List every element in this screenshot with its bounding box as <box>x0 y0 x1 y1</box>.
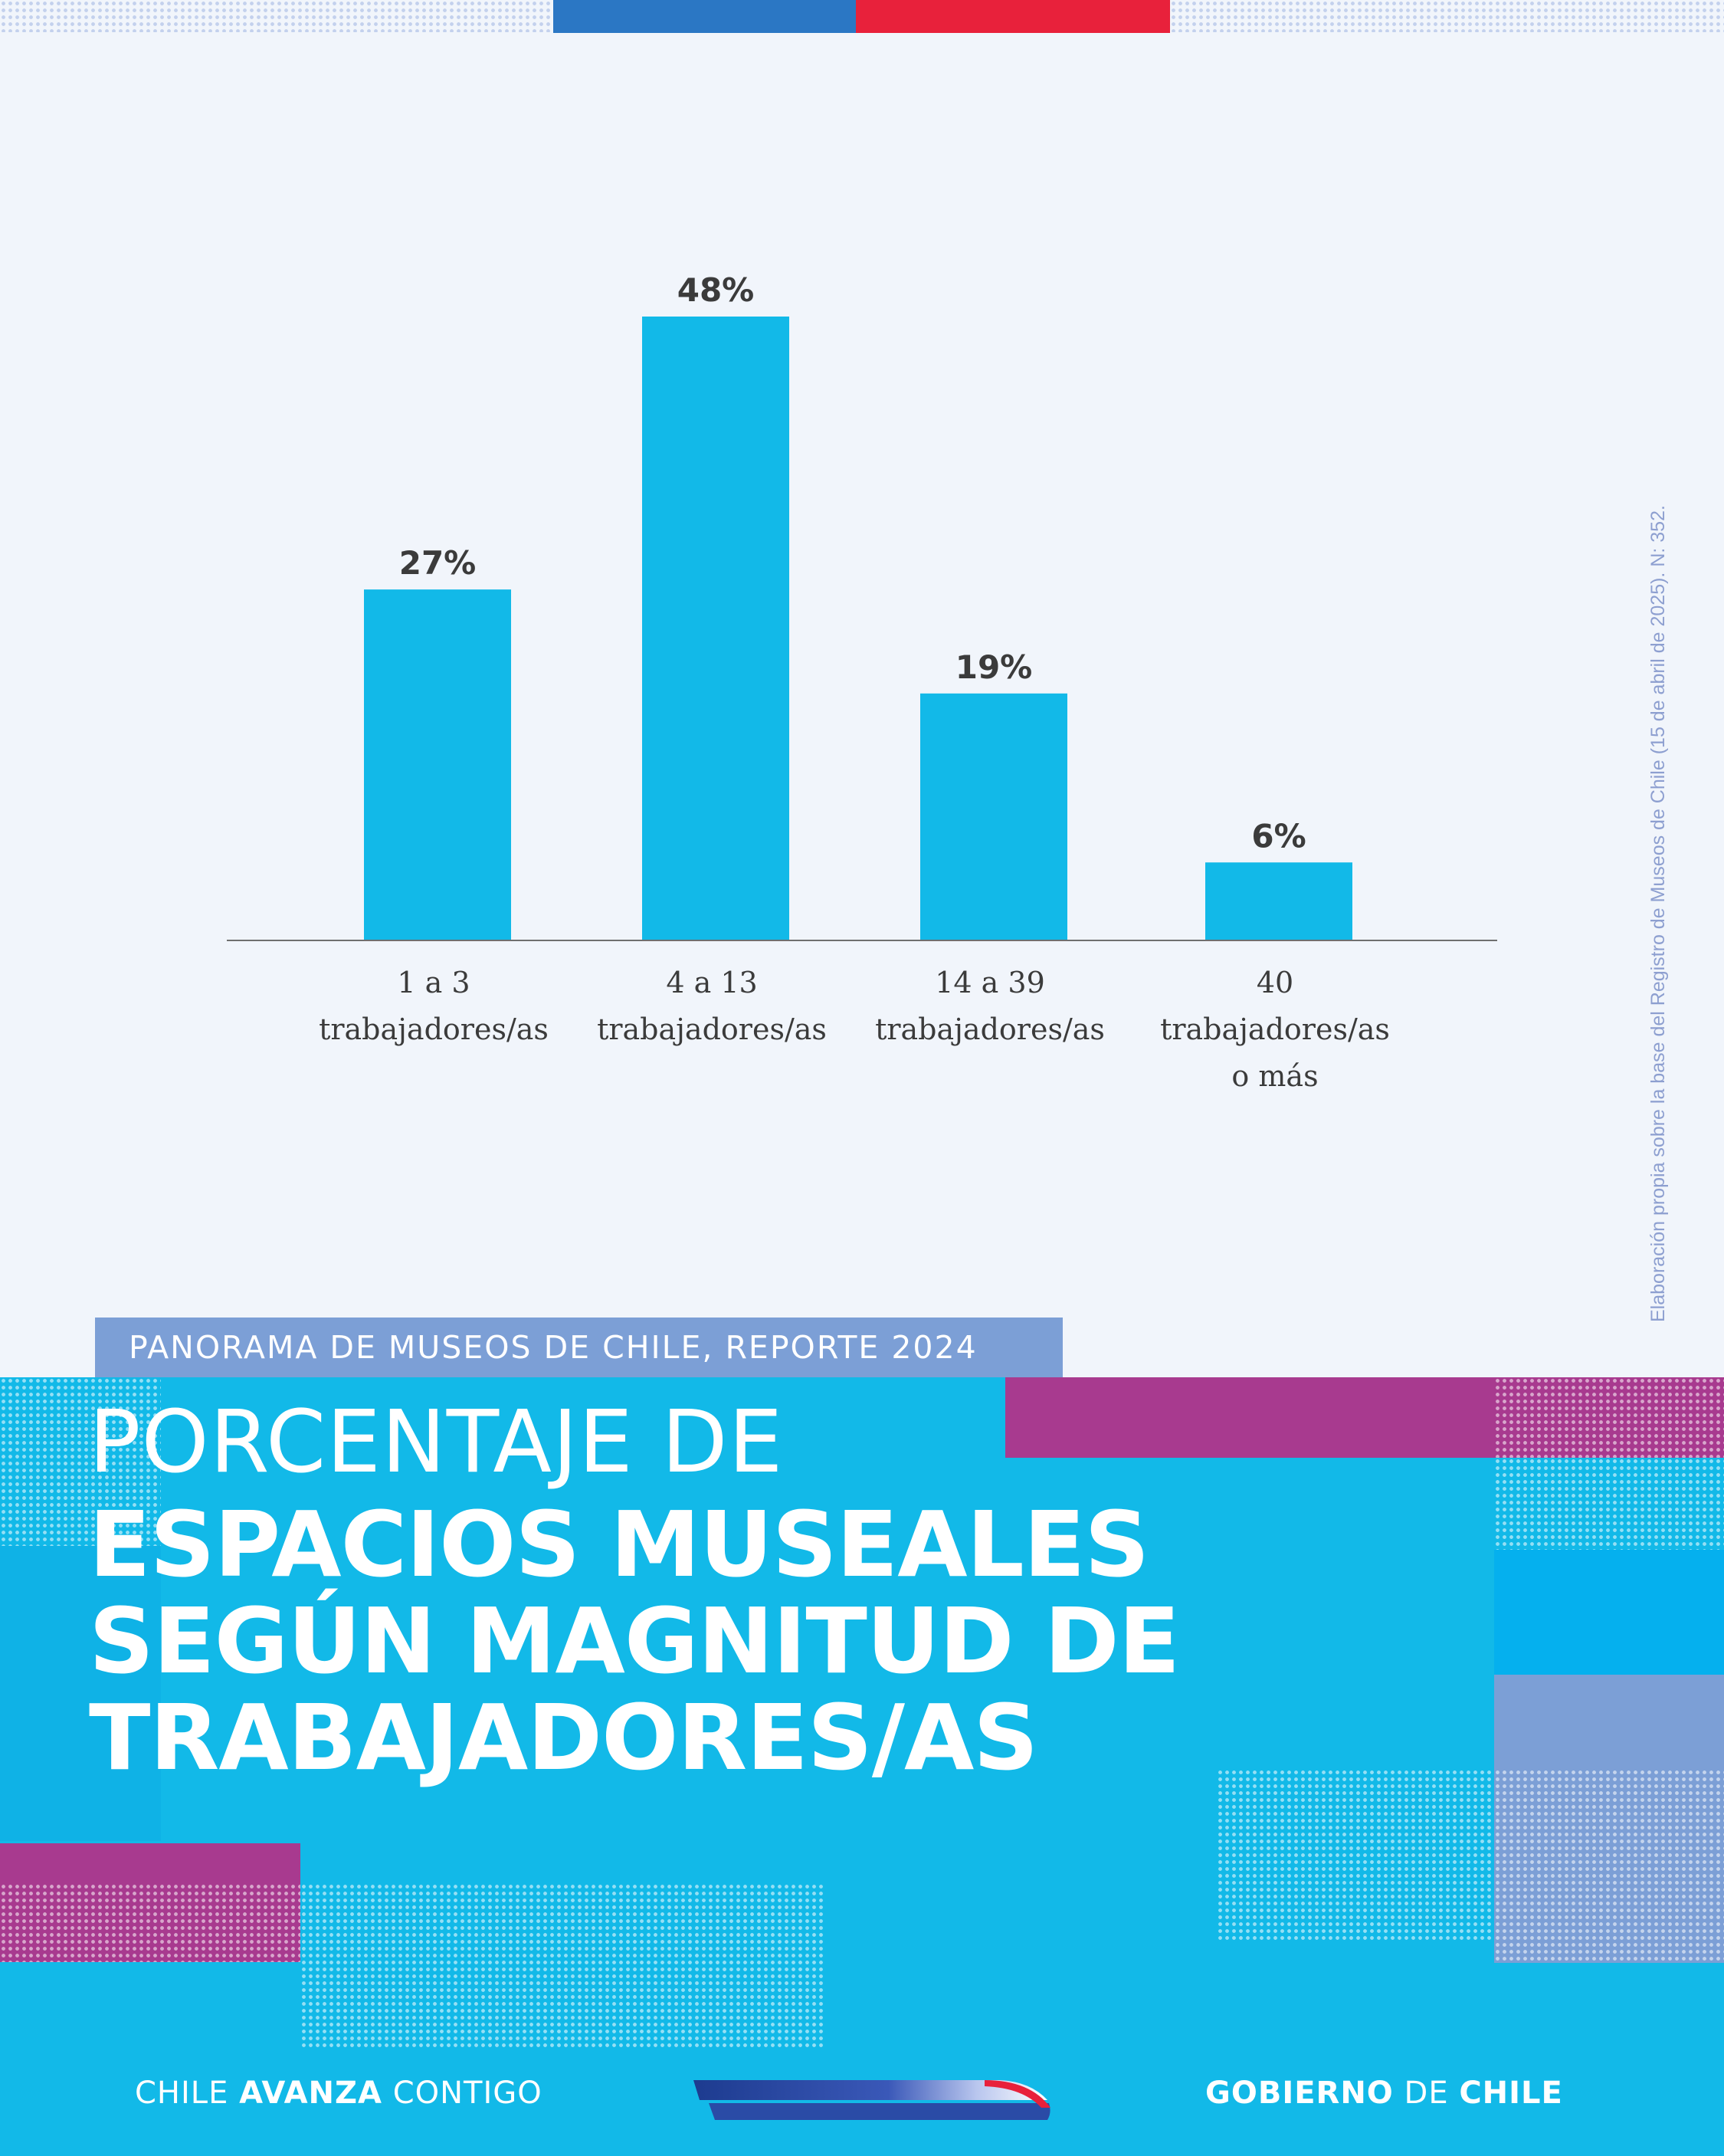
footer-slogan-word-1: CHILE <box>135 2076 229 2111</box>
title-line-4: TRABAJADORES/AS <box>89 1685 1038 1790</box>
band-shade-left <box>0 1546 161 1841</box>
magenta-bar-bottom <box>0 1843 300 1883</box>
bar-4 <box>1205 862 1352 940</box>
government-logo-swoosh <box>693 2080 1050 2120</box>
footer-slogan-word-3: CONTIGO <box>392 2076 542 2111</box>
category-label-1-line-2: trabajadores/as <box>319 1012 549 1046</box>
labels-layer: 27% 1 a 3 trabajadores/as 48% 4 a 13 trabajad… <box>319 271 1390 1093</box>
bars-layer <box>364 317 1352 940</box>
title-line-1: PORCENTAJE DE <box>89 1393 784 1492</box>
category-label-4-line-1: 40 <box>1257 966 1293 999</box>
band-dots-bottom <box>300 1883 825 2050</box>
flag-bar-red <box>856 0 1170 33</box>
footer-government-word-1: GOBIERNO <box>1205 2076 1394 2111</box>
category-label-4-line-2: trabajadores/as <box>1160 1012 1390 1046</box>
top-dot-strip-right <box>1170 0 1724 32</box>
category-label-3-line-1: 14 a 39 <box>935 966 1045 999</box>
band-dots-center-right <box>1217 1769 1494 1941</box>
footer-government-word-3: CHILE <box>1459 2076 1563 2111</box>
footer-government: GOBIERNO DE CHILE <box>1205 2076 1563 2111</box>
flag-bar-blue <box>553 0 856 33</box>
footer-slogan: CHILE AVANZA CONTIGO <box>135 2076 542 2111</box>
source-note: Elaboración propia sobre la base del Reg… <box>1647 505 1669 1322</box>
magenta-dots-bottom <box>0 1883 300 1962</box>
band-deep-right <box>1494 1550 1724 1675</box>
title-line-3: SEGÚN MAGNITUD DE <box>89 1588 1180 1694</box>
footer-government-word-2: DE <box>1404 2076 1449 2111</box>
band-dots-periwinkle <box>1494 1769 1724 1963</box>
title-band <box>0 1377 1724 2156</box>
footer-slogan-word-2: AVANZA <box>239 2076 382 2111</box>
category-label-1-line-1: 1 a 3 <box>397 966 470 999</box>
category-label-2-line-2: trabajadores/as <box>597 1012 827 1046</box>
band-dots-right <box>1494 1458 1724 1550</box>
bar-chart: 27% 1 a 3 trabajadores/as 48% 4 a 13 trabajad… <box>227 271 1497 1093</box>
bar-1 <box>364 589 511 940</box>
value-label-1: 27% <box>399 544 477 582</box>
magenta-bar-top <box>1005 1377 1494 1458</box>
category-label-4-line-3: o más <box>1231 1059 1318 1093</box>
category-label-2-line-1: 4 a 13 <box>666 966 757 999</box>
value-label-2: 48% <box>677 271 755 309</box>
magenta-dots-top <box>1494 1377 1724 1458</box>
category-label-3-line-2: trabajadores/as <box>875 1012 1105 1046</box>
report-tag: PANORAMA DE MUSEOS DE CHILE, REPORTE 202… <box>95 1318 1063 1377</box>
title-line-2: ESPACIOS MUSEALES <box>89 1491 1149 1597</box>
bar-3 <box>920 693 1067 940</box>
band-dots-left <box>0 1377 161 1546</box>
value-label-4: 6% <box>1251 817 1306 855</box>
bar-2 <box>642 317 789 940</box>
value-label-3: 19% <box>955 648 1033 686</box>
top-dot-strip-left <box>0 0 553 32</box>
